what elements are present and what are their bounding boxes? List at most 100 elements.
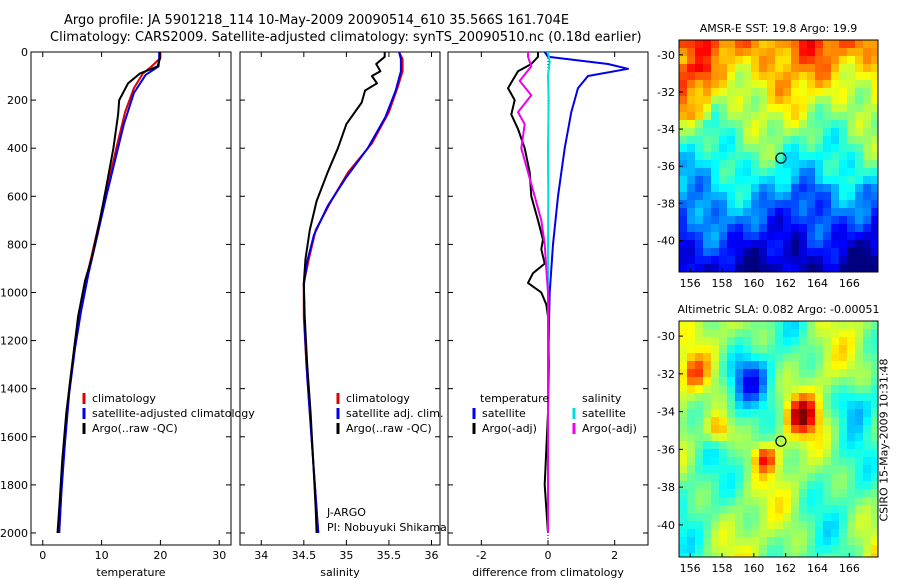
- sla-map-heatmap-cell: [807, 545, 816, 554]
- sla-map-heatmap-cell: [799, 337, 808, 346]
- sla-map-heatmap-cell: [727, 465, 736, 474]
- sla-map-heatmap-cell: [751, 449, 760, 458]
- sla-map-title: Altimetric SLA: 0.082 Argo: -0.00051: [678, 303, 880, 316]
- sla-map-heatmap-cell: [871, 417, 879, 426]
- sst-map-heatmap-cell: [751, 88, 760, 97]
- sla-map-heatmap-cell: [775, 473, 784, 482]
- sst-map-heatmap-cell: [679, 192, 688, 201]
- sla-map-heatmap-cell: [687, 337, 696, 346]
- sst-map-heatmap-cell: [767, 256, 776, 265]
- sst-map-heatmap-cell: [687, 80, 696, 89]
- sst-map-heatmap-cell: [807, 120, 816, 129]
- sla-map-ytick-label: -30: [657, 330, 675, 343]
- sla-map-heatmap-cell: [863, 321, 872, 330]
- sst-map-heatmap-cell: [759, 96, 768, 105]
- sla-map-heatmap-cell: [775, 361, 784, 370]
- sst-map-heatmap-cell: [799, 64, 808, 73]
- sst-map-heatmap-cell: [855, 240, 864, 249]
- sla-map-heatmap-cell: [759, 353, 768, 362]
- sst-map-heatmap-cell: [815, 120, 824, 129]
- sst-map-heatmap-cell: [687, 56, 696, 65]
- sst-map-heatmap-cell: [863, 168, 872, 177]
- sla-map-heatmap-cell: [815, 473, 824, 482]
- sla-map-heatmap-cell: [767, 553, 776, 558]
- sst-map-heatmap-cell: [695, 200, 704, 209]
- sla-map-heatmap-cell: [799, 465, 808, 474]
- sla-map-heatmap-cell: [679, 353, 688, 362]
- sst-map-heatmap-cell: [831, 88, 840, 97]
- sla-map-heatmap-cell: [783, 417, 792, 426]
- sla-map-heatmap-cell: [831, 441, 840, 450]
- sst-map-heatmap-cell: [855, 264, 864, 273]
- sla-map-heatmap-cell: [791, 337, 800, 346]
- sst-map-heatmap-cell: [679, 88, 688, 97]
- sst-map-heatmap-cell: [839, 144, 848, 153]
- sst-map-ytick-label: -30: [657, 49, 675, 62]
- sla-map-heatmap-cell: [791, 401, 800, 410]
- sst-map-heatmap-cell: [847, 184, 856, 193]
- sst-map-heatmap-cell: [767, 200, 776, 209]
- sla-map-heatmap-cell: [807, 497, 816, 506]
- sst-map-heatmap-cell: [847, 88, 856, 97]
- temperature-xtick-label: 10: [95, 549, 109, 562]
- sst-map-heatmap-cell: [767, 160, 776, 169]
- sla-map-heatmap-cell: [759, 385, 768, 394]
- sla-map-heatmap-cell: [807, 337, 816, 346]
- sla-map-heatmap-cell: [807, 353, 816, 362]
- sst-map-heatmap-cell: [719, 104, 728, 113]
- sla-map-heatmap-cell: [807, 401, 816, 410]
- sla-map-heatmap-cell: [719, 433, 728, 442]
- sla-map-heatmap-cell: [863, 329, 872, 338]
- sst-map-heatmap-cell: [855, 224, 864, 233]
- sla-map-heatmap-cell: [719, 505, 728, 514]
- sla-map-heatmap-cell: [719, 345, 728, 354]
- sst-map-heatmap-cell: [719, 264, 728, 273]
- sla-map-heatmap-cell: [807, 321, 816, 330]
- sla-map-heatmap-cell: [871, 545, 879, 554]
- sla-map-heatmap-cell: [719, 409, 728, 418]
- sla-map-heatmap-cell: [815, 505, 824, 514]
- sla-map-heatmap-cell: [871, 473, 879, 482]
- sst-map-heatmap-cell: [743, 80, 752, 89]
- sla-map-heatmap-cell: [743, 489, 752, 498]
- sst-map-heatmap-cell: [839, 136, 848, 145]
- sla-map-heatmap-cell: [775, 393, 784, 402]
- sst-map-heatmap-cell: [831, 160, 840, 169]
- sst-map-heatmap-cell: [727, 48, 736, 57]
- sla-map-heatmap-cell: [695, 433, 704, 442]
- sla-map-heatmap-cell: [751, 353, 760, 362]
- sla-map-heatmap-cell: [847, 505, 856, 514]
- sla-map-heatmap-cell: [863, 369, 872, 378]
- sst-map-heatmap-cell: [855, 232, 864, 241]
- sla-map-heatmap-cell: [711, 329, 720, 338]
- sst-map-heatmap-cell: [687, 256, 696, 265]
- sla-map-heatmap-cell: [687, 385, 696, 394]
- sla-map-heatmap-cell: [823, 441, 832, 450]
- sst-map-heatmap-cell: [831, 184, 840, 193]
- sla-map-heatmap-cell: [775, 441, 784, 450]
- sst-map-heatmap-cell: [767, 152, 776, 161]
- sst-map-heatmap-cell: [751, 264, 760, 273]
- difference-legend-temperature-label: satellite: [482, 407, 526, 420]
- sst-map-heatmap-cell: [847, 168, 856, 177]
- sst-map-heatmap-cell: [799, 240, 808, 249]
- sla-map-heatmap-cell: [751, 425, 760, 434]
- sst-map-heatmap-cell: [823, 144, 832, 153]
- sla-map-heatmap-cell: [727, 521, 736, 530]
- sst-map-heatmap-cell: [807, 96, 816, 105]
- sst-map-heatmap-cell: [791, 208, 800, 217]
- difference-xtick-label: 0: [545, 549, 552, 562]
- sla-map-heatmap: [679, 321, 879, 558]
- sla-map-heatmap-cell: [839, 369, 848, 378]
- sst-map-heatmap-cell: [775, 256, 784, 265]
- sla-map-heatmap-cell: [831, 465, 840, 474]
- sst-map-heatmap-cell: [871, 208, 879, 217]
- sla-map-heatmap-cell: [839, 449, 848, 458]
- sst-map-heatmap-cell: [751, 232, 760, 241]
- sla-map-heatmap-cell: [703, 417, 712, 426]
- sst-map-heatmap-cell: [815, 48, 824, 57]
- sst-map-heatmap-cell: [775, 160, 784, 169]
- sla-map-heatmap-cell: [703, 385, 712, 394]
- sst-map-heatmap-cell: [743, 184, 752, 193]
- sla-map-heatmap-cell: [727, 473, 736, 482]
